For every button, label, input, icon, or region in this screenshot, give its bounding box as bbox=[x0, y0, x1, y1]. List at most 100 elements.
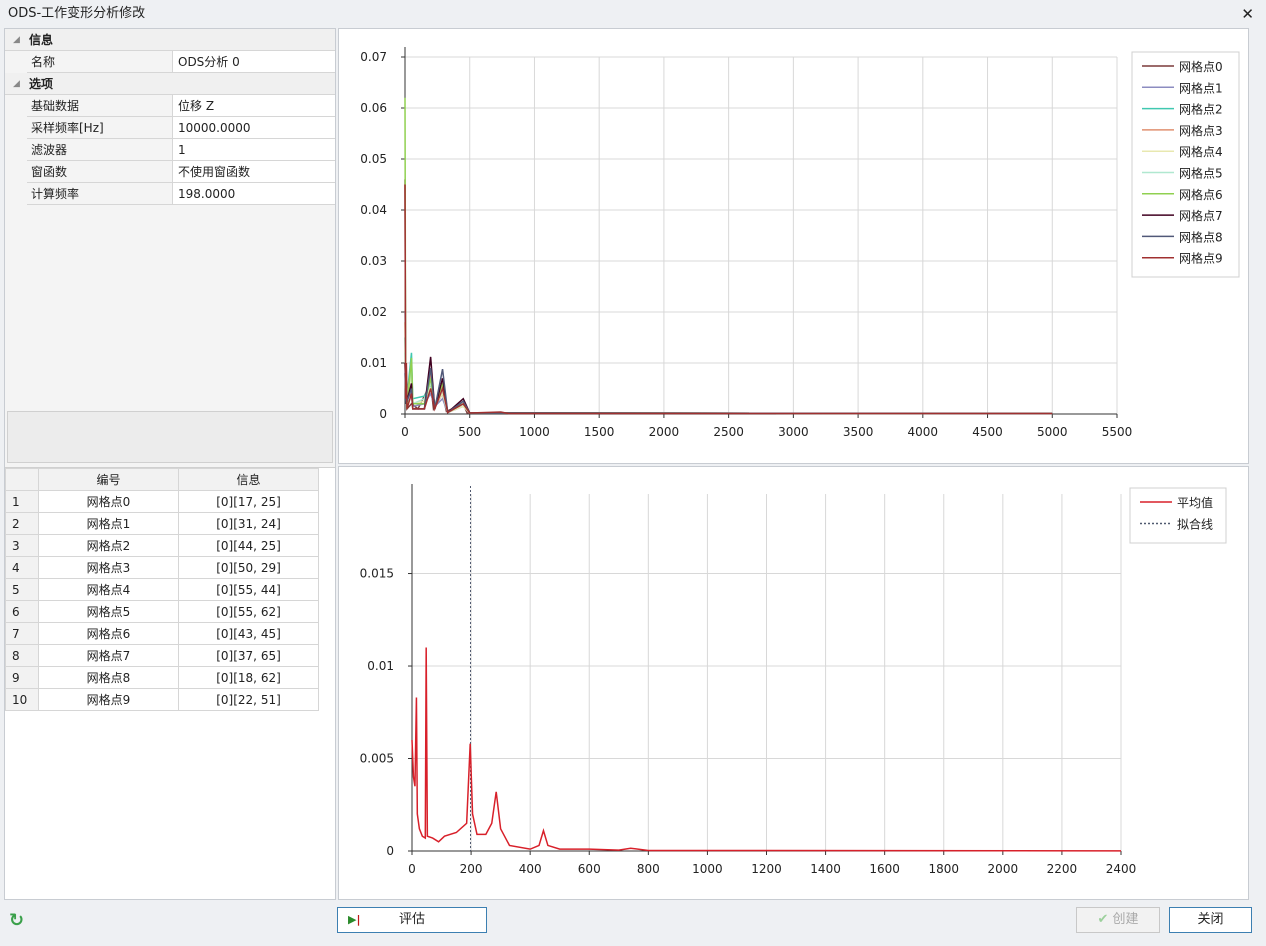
property-row[interactable]: 窗函数 不使用窗函数 bbox=[27, 161, 335, 183]
evaluate-button[interactable]: ▶| 评估 bbox=[337, 907, 487, 933]
close-icon[interactable]: ✕ bbox=[1241, 5, 1254, 23]
legend-label: 网格点7 bbox=[1179, 208, 1223, 223]
x-tick-label: 1200 bbox=[751, 862, 782, 876]
property-key: 名称 bbox=[27, 51, 173, 72]
y-tick-label: 0.05 bbox=[360, 152, 387, 166]
point-info: [0][55, 44] bbox=[178, 578, 319, 601]
y-tick-label: 0 bbox=[379, 407, 387, 421]
row-number: 3 bbox=[5, 534, 39, 557]
x-tick-label: 4000 bbox=[908, 425, 939, 439]
x-tick-label: 2200 bbox=[1047, 862, 1078, 876]
property-key: 基础数据 bbox=[27, 95, 173, 116]
table-row[interactable]: 10 网格点9 [0][22, 51] bbox=[5, 688, 319, 711]
window-title: ODS-工作变形分析修改 bbox=[8, 6, 146, 21]
point-id: 网格点6 bbox=[38, 622, 179, 645]
table-row[interactable]: 7 网格点6 [0][43, 45] bbox=[5, 622, 319, 645]
point-info: [0][43, 45] bbox=[178, 622, 319, 645]
row-number: 8 bbox=[5, 644, 39, 667]
series-line bbox=[404, 184, 1053, 415]
x-tick-label: 400 bbox=[519, 862, 542, 876]
property-row[interactable]: 采样频率[Hz] 10000.0000 bbox=[27, 117, 335, 139]
point-info: [0][22, 51] bbox=[178, 688, 319, 711]
legend-label: 网格点8 bbox=[1179, 229, 1223, 244]
property-key: 滤波器 bbox=[27, 139, 173, 160]
close-button[interactable]: 关闭 bbox=[1169, 907, 1252, 933]
property-key: 窗函数 bbox=[27, 161, 173, 182]
play-icon: ▶| bbox=[348, 913, 361, 926]
x-tick-label: 2400 bbox=[1106, 862, 1137, 876]
create-button[interactable]: ✔ 创建 bbox=[1076, 907, 1160, 933]
x-tick-label: 4500 bbox=[972, 425, 1003, 439]
y-tick-label: 0.07 bbox=[360, 50, 387, 64]
x-tick-label: 0 bbox=[408, 862, 416, 876]
row-number: 4 bbox=[5, 556, 39, 579]
refresh-icon[interactable]: ↻ bbox=[9, 910, 25, 931]
property-value[interactable]: 位移 Z bbox=[178, 99, 215, 113]
x-tick-label: 3000 bbox=[778, 425, 809, 439]
property-row[interactable]: 名称 ODS分析 0 bbox=[27, 51, 335, 73]
table-row[interactable]: 9 网格点8 [0][18, 62] bbox=[5, 666, 319, 689]
x-tick-label: 5500 bbox=[1102, 425, 1133, 439]
collapse-icon[interactable]: ◢ bbox=[13, 79, 20, 89]
property-row[interactable]: 滤波器 1 bbox=[27, 139, 335, 161]
series-line bbox=[411, 647, 1122, 852]
point-info: [0][37, 65] bbox=[178, 644, 319, 667]
property-value[interactable]: 10000.0000 bbox=[178, 121, 251, 135]
x-tick-label: 1400 bbox=[810, 862, 841, 876]
x-tick-label: 600 bbox=[578, 862, 601, 876]
point-id: 网格点3 bbox=[38, 556, 179, 579]
y-tick-label: 0.005 bbox=[360, 752, 394, 766]
y-tick-label: 0.02 bbox=[360, 305, 387, 319]
x-tick-label: 500 bbox=[458, 425, 481, 439]
point-info: [0][17, 25] bbox=[178, 490, 319, 513]
window-title-bar: ODS-工作变形分析修改 ✕ bbox=[0, 0, 1266, 28]
legend-label: 网格点1 bbox=[1179, 80, 1223, 95]
collapse-icon[interactable]: ◢ bbox=[13, 35, 20, 45]
property-value[interactable]: 1 bbox=[178, 143, 186, 157]
property-key: 采样频率[Hz] bbox=[27, 117, 173, 138]
property-category[interactable]: ◢ 信息 bbox=[5, 29, 335, 51]
table-row[interactable]: 4 网格点3 [0][50, 29] bbox=[5, 556, 319, 579]
row-number: 2 bbox=[5, 512, 39, 535]
row-number: 9 bbox=[5, 666, 39, 689]
row-number: 5 bbox=[5, 578, 39, 601]
category-label: 信息 bbox=[29, 33, 54, 47]
table-row[interactable]: 8 网格点7 [0][37, 65] bbox=[5, 644, 319, 667]
property-category[interactable]: ◢ 选项 bbox=[5, 73, 335, 95]
column-header-id[interactable]: 编号 bbox=[38, 468, 179, 491]
table-row[interactable]: 2 网格点1 [0][31, 24] bbox=[5, 512, 319, 535]
close-label: 关闭 bbox=[1197, 912, 1224, 927]
point-id: 网格点7 bbox=[38, 644, 179, 667]
x-tick-label: 3500 bbox=[843, 425, 874, 439]
table-row[interactable]: 1 网格点0 [0][17, 25] bbox=[5, 490, 319, 513]
legend-label: 平均值 bbox=[1177, 495, 1213, 510]
point-info: [0][31, 24] bbox=[178, 512, 319, 535]
y-tick-label: 0 bbox=[386, 844, 394, 858]
legend-label: 网格点6 bbox=[1179, 187, 1223, 202]
legend-box bbox=[1129, 487, 1227, 544]
x-tick-label: 1600 bbox=[869, 862, 900, 876]
legend-label: 网格点0 bbox=[1179, 59, 1223, 74]
table-row[interactable]: 6 网格点5 [0][55, 62] bbox=[5, 600, 319, 623]
y-tick-label: 0.01 bbox=[360, 356, 387, 370]
point-info: [0][50, 29] bbox=[178, 556, 319, 579]
property-value[interactable]: 不使用窗函数 bbox=[178, 165, 251, 179]
x-tick-label: 2000 bbox=[649, 425, 680, 439]
left-panel: ◢ 信息 名称 ODS分析 0 ◢ 选项 基础数据 位移 Z 采样频率[Hz] 10000.000… bbox=[4, 28, 336, 900]
x-tick-label: 1000 bbox=[519, 425, 550, 439]
property-grid: ◢ 信息 名称 ODS分析 0 ◢ 选项 基础数据 位移 Z 采样频率[Hz] 10000.000… bbox=[5, 29, 335, 205]
column-header-info[interactable]: 信息 bbox=[178, 468, 319, 491]
point-id: 网格点9 bbox=[38, 688, 179, 711]
table-row[interactable]: 5 网格点4 [0][55, 44] bbox=[5, 578, 319, 601]
table-row[interactable]: 3 网格点2 [0][44, 25] bbox=[5, 534, 319, 557]
points-table: 编号 信息 1 网格点0 [0][17, 25] 2 网格点1 [0][31, 24] 3 网… bbox=[5, 467, 335, 899]
property-value[interactable]: 198.0000 bbox=[178, 187, 236, 201]
x-tick-label: 2500 bbox=[713, 425, 744, 439]
property-value[interactable]: ODS分析 0 bbox=[178, 55, 240, 69]
category-label: 选项 bbox=[29, 77, 54, 91]
property-row[interactable]: 计算频率 198.0000 bbox=[27, 183, 335, 205]
x-tick-label: 5000 bbox=[1037, 425, 1068, 439]
average-chart: 0 200 400 600 800 1000 1200 1400 1600 1800 2000 220… bbox=[338, 466, 1249, 900]
x-tick-label: 0 bbox=[401, 425, 409, 439]
property-row[interactable]: 基础数据 位移 Z bbox=[27, 95, 335, 117]
